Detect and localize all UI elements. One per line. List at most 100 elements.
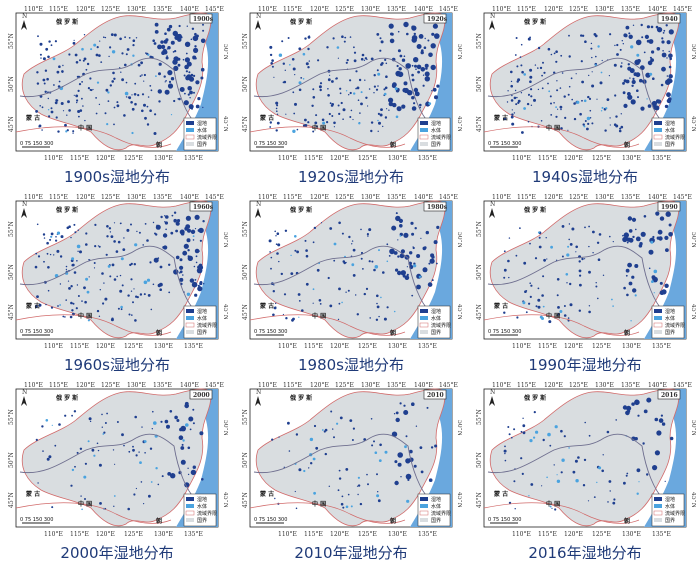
wetland-patch xyxy=(542,61,544,64)
wetland-patch xyxy=(62,64,64,67)
wetland-patch xyxy=(282,313,284,316)
longitude-tick-label: 130°E xyxy=(127,382,146,389)
longitude-tick-label: 140°E xyxy=(648,194,667,201)
wetland-patch xyxy=(568,223,571,225)
wetland-patch xyxy=(329,74,331,76)
year-box xyxy=(657,201,681,212)
legend-wetland-label: 湿地 xyxy=(197,496,207,503)
wetland-patch xyxy=(68,109,71,112)
wetland-patch xyxy=(566,282,568,284)
wetland-patch xyxy=(192,408,195,411)
wetland-patch xyxy=(312,302,314,304)
wetland-patch xyxy=(185,70,188,73)
longitude-tick-label: 145°E xyxy=(439,382,458,389)
wetland-patch xyxy=(329,227,333,230)
wetland-patch xyxy=(517,99,521,103)
wetland-patch xyxy=(164,221,168,225)
wetland-patch xyxy=(154,113,157,116)
label-korea: 朝 xyxy=(390,517,396,525)
wetland-patch xyxy=(164,215,166,217)
longitude-tick-label: 120°E xyxy=(76,194,95,201)
wetland-patch xyxy=(133,288,135,290)
wetland-patch xyxy=(50,107,53,110)
longitude-tick-label: 115°E xyxy=(49,6,68,13)
wetland-patch xyxy=(353,46,355,49)
wetland-patch xyxy=(146,105,149,108)
wetland-patch xyxy=(73,410,77,413)
wetland-patch xyxy=(523,107,526,110)
wetland-patch xyxy=(413,102,416,105)
wetland-patch xyxy=(357,493,359,496)
longitude-tick-label: 125°E xyxy=(101,6,120,13)
legend-water-label: 水体 xyxy=(665,315,675,322)
longitude-tick-label: 115°E xyxy=(49,382,68,389)
wetland-patch xyxy=(185,75,191,81)
wetland-patch xyxy=(70,484,73,487)
wetland-patch xyxy=(159,288,162,291)
longitude-tick-label: 140°E xyxy=(180,194,199,201)
wetland-patch xyxy=(127,507,130,511)
national-border xyxy=(249,502,406,524)
longitude-tick-label: 135°E xyxy=(621,382,640,389)
wetland-patch xyxy=(428,52,433,58)
wetland-patch xyxy=(555,60,558,63)
wetland-patch xyxy=(295,433,299,436)
wetland-patch xyxy=(569,243,573,246)
wetland-patch xyxy=(270,256,273,259)
wetland-patch xyxy=(195,104,200,109)
legend-basin-label: 流域界限 xyxy=(665,510,685,517)
wetland-patch xyxy=(128,37,131,39)
wetland-patch xyxy=(287,37,290,39)
wetland-patch xyxy=(353,51,357,54)
wetland-patch xyxy=(377,72,381,76)
wetland-patch xyxy=(278,436,280,438)
wetland-patch xyxy=(537,88,540,91)
wetland-patch xyxy=(197,284,200,287)
wetland-patch xyxy=(335,77,337,80)
wetland-patch xyxy=(548,320,552,324)
wetland-patch xyxy=(664,283,669,288)
label-china: 中 国 xyxy=(546,500,560,508)
wetland-patch xyxy=(319,88,322,92)
wetland-patch xyxy=(653,292,655,294)
wetland-patch xyxy=(664,480,666,482)
wetland-patch xyxy=(123,444,125,447)
wetland-patch xyxy=(639,78,643,83)
wetland-patch xyxy=(578,309,581,312)
wetland-patch xyxy=(59,283,62,285)
wetland-patch xyxy=(510,70,513,74)
wetland-patch xyxy=(113,77,116,81)
wetland-patch xyxy=(321,429,324,431)
wetland-patch xyxy=(380,40,384,44)
longitude-tick-label: 115°E xyxy=(538,155,557,162)
longitude-tick-label: 120°E xyxy=(564,155,583,162)
wetland-patch xyxy=(332,37,335,40)
wetland-patch xyxy=(333,259,336,262)
wetland-patch xyxy=(382,125,384,128)
wetland-patch xyxy=(555,106,557,108)
wetland-patch xyxy=(148,494,151,498)
wetland-patch xyxy=(321,118,325,122)
wetland-patch xyxy=(51,506,54,509)
wetland-patch xyxy=(414,64,417,68)
wetland-patch xyxy=(48,40,51,43)
longitude-tick-label: 145°E xyxy=(673,382,692,389)
wetland-patch xyxy=(421,49,424,52)
latitude-tick-label: 50°N xyxy=(8,452,15,468)
wetland-patch xyxy=(359,502,363,506)
wetland-patch xyxy=(416,284,421,290)
wetland-patch xyxy=(597,297,599,300)
wetland-patch xyxy=(664,235,669,240)
wetland-patch xyxy=(577,456,580,459)
wetland-patch xyxy=(609,33,612,36)
wetland-patch xyxy=(541,485,543,487)
year-label: 2016 xyxy=(661,392,678,399)
wetland-patch xyxy=(154,22,159,27)
wetland-patch xyxy=(341,232,344,235)
wetland-map: 俄 罗 斯 蒙 古 中 国 朝 N 2000 湿地 水体 流域界限 国界 0 7… xyxy=(8,382,228,538)
wetland-patch xyxy=(55,116,58,119)
wetland-patch xyxy=(161,51,166,55)
wetland-patch xyxy=(608,480,612,483)
longitude-tick-label: 130°E xyxy=(595,6,614,13)
wetland-patch xyxy=(563,314,567,317)
